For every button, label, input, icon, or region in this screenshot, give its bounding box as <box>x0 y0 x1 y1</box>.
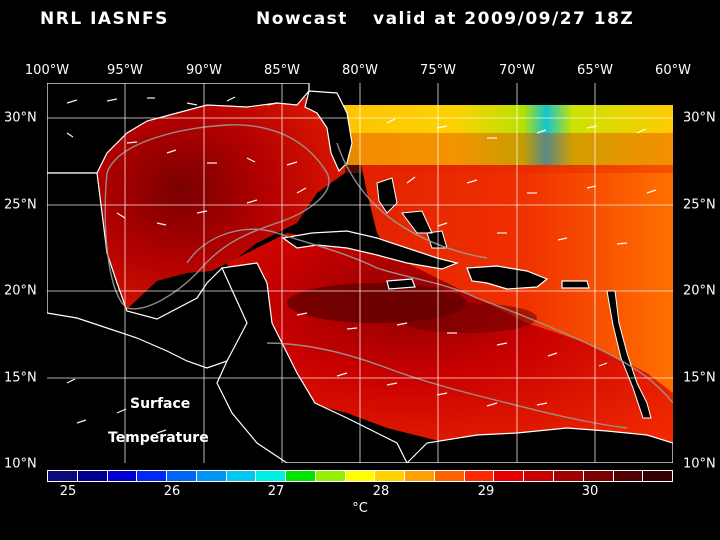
colorbar-swatch <box>464 471 495 481</box>
bathymetry-contours <box>104 124 673 429</box>
colorbar-swatch <box>405 471 435 481</box>
lat-label-right: 15°N <box>683 370 716 386</box>
colorbar-swatch <box>167 471 197 481</box>
colorbar-tick-label: 28 <box>372 484 390 499</box>
puerto-rico <box>561 280 590 289</box>
colorbar-swatch <box>613 471 644 481</box>
hispaniola <box>466 265 549 290</box>
colorbar-tick-label: 30 <box>581 484 599 499</box>
colorbar-swatch <box>137 471 168 481</box>
colorbar-tick-label: 25 <box>59 484 77 499</box>
lat-label-left: 25°N <box>4 197 37 213</box>
lesser-antilles <box>606 290 652 419</box>
colorbar-swatch <box>434 471 465 481</box>
cuba <box>281 230 459 270</box>
colorbar-swatch <box>643 471 673 481</box>
colorbar-swatch <box>286 471 316 481</box>
colorbar-swatch <box>345 471 376 481</box>
colorbar-unit: °C <box>352 501 368 516</box>
lat-label-right: 10°N <box>683 456 716 472</box>
colorbar-swatch <box>77 471 108 481</box>
colorbar-tick-label: 27 <box>267 484 285 499</box>
lat-label-right: 30°N <box>683 110 716 126</box>
lat-label-right: 25°N <box>683 197 716 213</box>
colorbar-swatch <box>524 471 555 481</box>
lon-label: 85°W <box>264 63 300 78</box>
lon-label: 75°W <box>420 63 456 78</box>
valid-time: valid at 2009/09/27 18Z <box>373 9 635 29</box>
current-vectors <box>66 96 657 434</box>
lon-label: 60°W <box>655 63 691 78</box>
colorbar-swatch <box>107 471 138 481</box>
gulf-of-mexico <box>91 91 347 311</box>
colorbar-tick-label: 26 <box>163 484 181 499</box>
lat-label-left: 30°N <box>4 110 37 126</box>
lon-label: 90°W <box>186 63 222 78</box>
colorbar-swatch <box>226 471 257 481</box>
lon-label: 100°W <box>24 63 70 78</box>
cool-water-band <box>339 105 673 165</box>
lat-label-right: 20°N <box>683 283 716 299</box>
colorbar-swatch <box>583 471 614 481</box>
lat-label-left: 10°N <box>4 456 37 472</box>
map-title: NRL IASNFS <box>40 9 169 29</box>
lat-label-left: 15°N <box>4 370 37 386</box>
forecast-type: Nowcast <box>256 9 348 29</box>
atlantic-warm-overlay <box>339 133 673 173</box>
colorbar-swatch <box>48 471 78 481</box>
central-america <box>216 262 408 463</box>
warm-core <box>397 303 537 333</box>
lon-label: 95°W <box>107 63 143 78</box>
south-america <box>406 427 673 463</box>
lon-label: 65°W <box>577 63 613 78</box>
map-label-surface: Surface <box>130 396 191 412</box>
map-label-temperature: Temperature <box>108 430 209 446</box>
colorbar-swatch <box>494 471 525 481</box>
colorbar-swatch <box>256 471 287 481</box>
colorbar-swatch <box>196 471 227 481</box>
lat-label-left: 20°N <box>4 283 37 299</box>
sst-map <box>47 83 673 463</box>
lat-lon-grid <box>47 83 673 463</box>
lon-label: 80°W <box>342 63 378 78</box>
colorbar-swatch <box>375 471 406 481</box>
jamaica <box>386 278 416 290</box>
colorbar-swatch <box>554 471 584 481</box>
lon-label: 70°W <box>499 63 535 78</box>
pacific-ocean <box>47 343 277 463</box>
colorbar <box>47 470 673 482</box>
colorbar-swatch <box>315 471 346 481</box>
colorbar-tick-label: 29 <box>477 484 495 499</box>
